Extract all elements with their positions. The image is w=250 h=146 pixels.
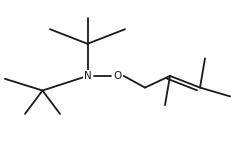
Text: N: N bbox=[84, 71, 92, 81]
Text: O: O bbox=[114, 71, 122, 81]
